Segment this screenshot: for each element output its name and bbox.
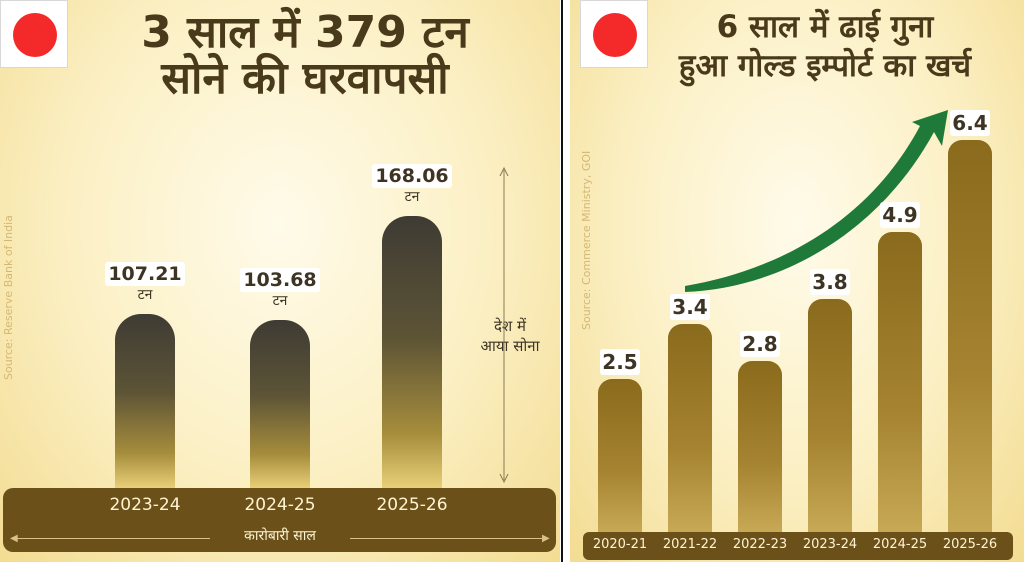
right-bar-2025-26: [948, 140, 992, 532]
right-bar-2024-25: [878, 232, 922, 532]
right-bar-2023-24: [808, 299, 852, 532]
x-axis-title: कारोबारी साल: [244, 528, 316, 544]
right-bar-2022-23: [738, 361, 782, 532]
right-bar-value-label: 2.8: [740, 331, 780, 357]
left-source-note: Source: Reserve Bank of India: [2, 215, 15, 380]
value-number: 107.21: [105, 262, 185, 286]
left-chart-panel: 3 साल में 379 टन सोने की घरवापसी Source:…: [0, 0, 560, 562]
panel-divider: [561, 0, 563, 562]
right-chart-title: 6 साल में ढाई गुना हुआ गोल्ड इम्पोर्ट का…: [640, 8, 1010, 86]
right-bar-2021-22: [668, 324, 712, 532]
japan-flag-icon: [580, 0, 648, 68]
right-bar-value-label: 2.5: [600, 349, 640, 375]
left-bar-value-label: 168.06 टन: [372, 164, 452, 206]
value-number: 103.68: [240, 268, 320, 292]
left-title-line1: 3 साल में 379 टन: [141, 7, 469, 58]
range-bracket-bottom-arrow: [499, 473, 509, 484]
right-bar-value-label: 6.4: [950, 110, 990, 136]
left-bar-value-label: 103.68 टन: [240, 268, 320, 310]
left-x-tick-label: 2024-25: [244, 495, 316, 515]
left-x-tick-label: 2023-24: [109, 495, 181, 515]
range-annotation-line1: देश में: [494, 317, 526, 335]
left-x-tick-label: 2025-26: [376, 495, 448, 515]
value-number: 168.06: [372, 164, 452, 188]
band-line-left: [14, 538, 210, 539]
range-bracket-top-arrow: [499, 166, 509, 177]
left-bar-2023-24: [115, 314, 175, 488]
value-unit: टन: [272, 293, 288, 309]
right-x-tick-label: 2021-22: [662, 537, 718, 552]
value-unit: टन: [404, 189, 420, 205]
left-title-line2: सोने की घरवापसी: [161, 53, 449, 105]
right-x-tick-label: 2020-21: [592, 537, 648, 552]
left-chart-title: 3 साल में 379 टन सोने की घरवापसी: [70, 7, 540, 105]
right-x-tick-label: 2023-24: [802, 537, 858, 552]
right-x-tick-label: 2022-23: [732, 537, 788, 552]
arrow-left-icon: ◀: [10, 533, 18, 544]
arrow-right-icon: ▶: [542, 533, 550, 544]
right-x-axis-band: [583, 532, 1013, 560]
right-bar-value-label: 3.4: [670, 294, 710, 320]
right-x-tick-label: 2025-26: [942, 537, 998, 552]
range-annotation-line2: आया सोना: [480, 337, 540, 355]
left-x-axis-band: [3, 488, 556, 552]
right-x-tick-label: 2024-25: [872, 537, 928, 552]
right-title-line2: हुआ गोल्ड इम्पोर्ट का खर्च: [678, 47, 972, 84]
left-bar-2025-26: [382, 216, 442, 488]
right-bar-value-label: 4.9: [880, 202, 920, 228]
left-bar-2024-25: [250, 320, 310, 488]
right-title-line1: 6 साल में ढाई गुना: [716, 9, 934, 45]
panel-gap: [563, 0, 570, 562]
range-annotation: देश में आया सोना: [470, 316, 550, 356]
right-source-note: Source: Commerce Ministry, GOI: [580, 150, 593, 330]
right-bar-value-label: 3.8: [810, 269, 850, 295]
band-line-right: [350, 538, 544, 539]
right-chart-panel: 6 साल में ढाई गुना हुआ गोल्ड इम्पोर्ट का…: [570, 0, 1024, 562]
right-bar-2020-21: [598, 379, 642, 532]
japan-flag-icon: [0, 0, 68, 68]
left-bar-value-label: 107.21 टन: [105, 262, 185, 304]
value-unit: टन: [137, 287, 153, 303]
